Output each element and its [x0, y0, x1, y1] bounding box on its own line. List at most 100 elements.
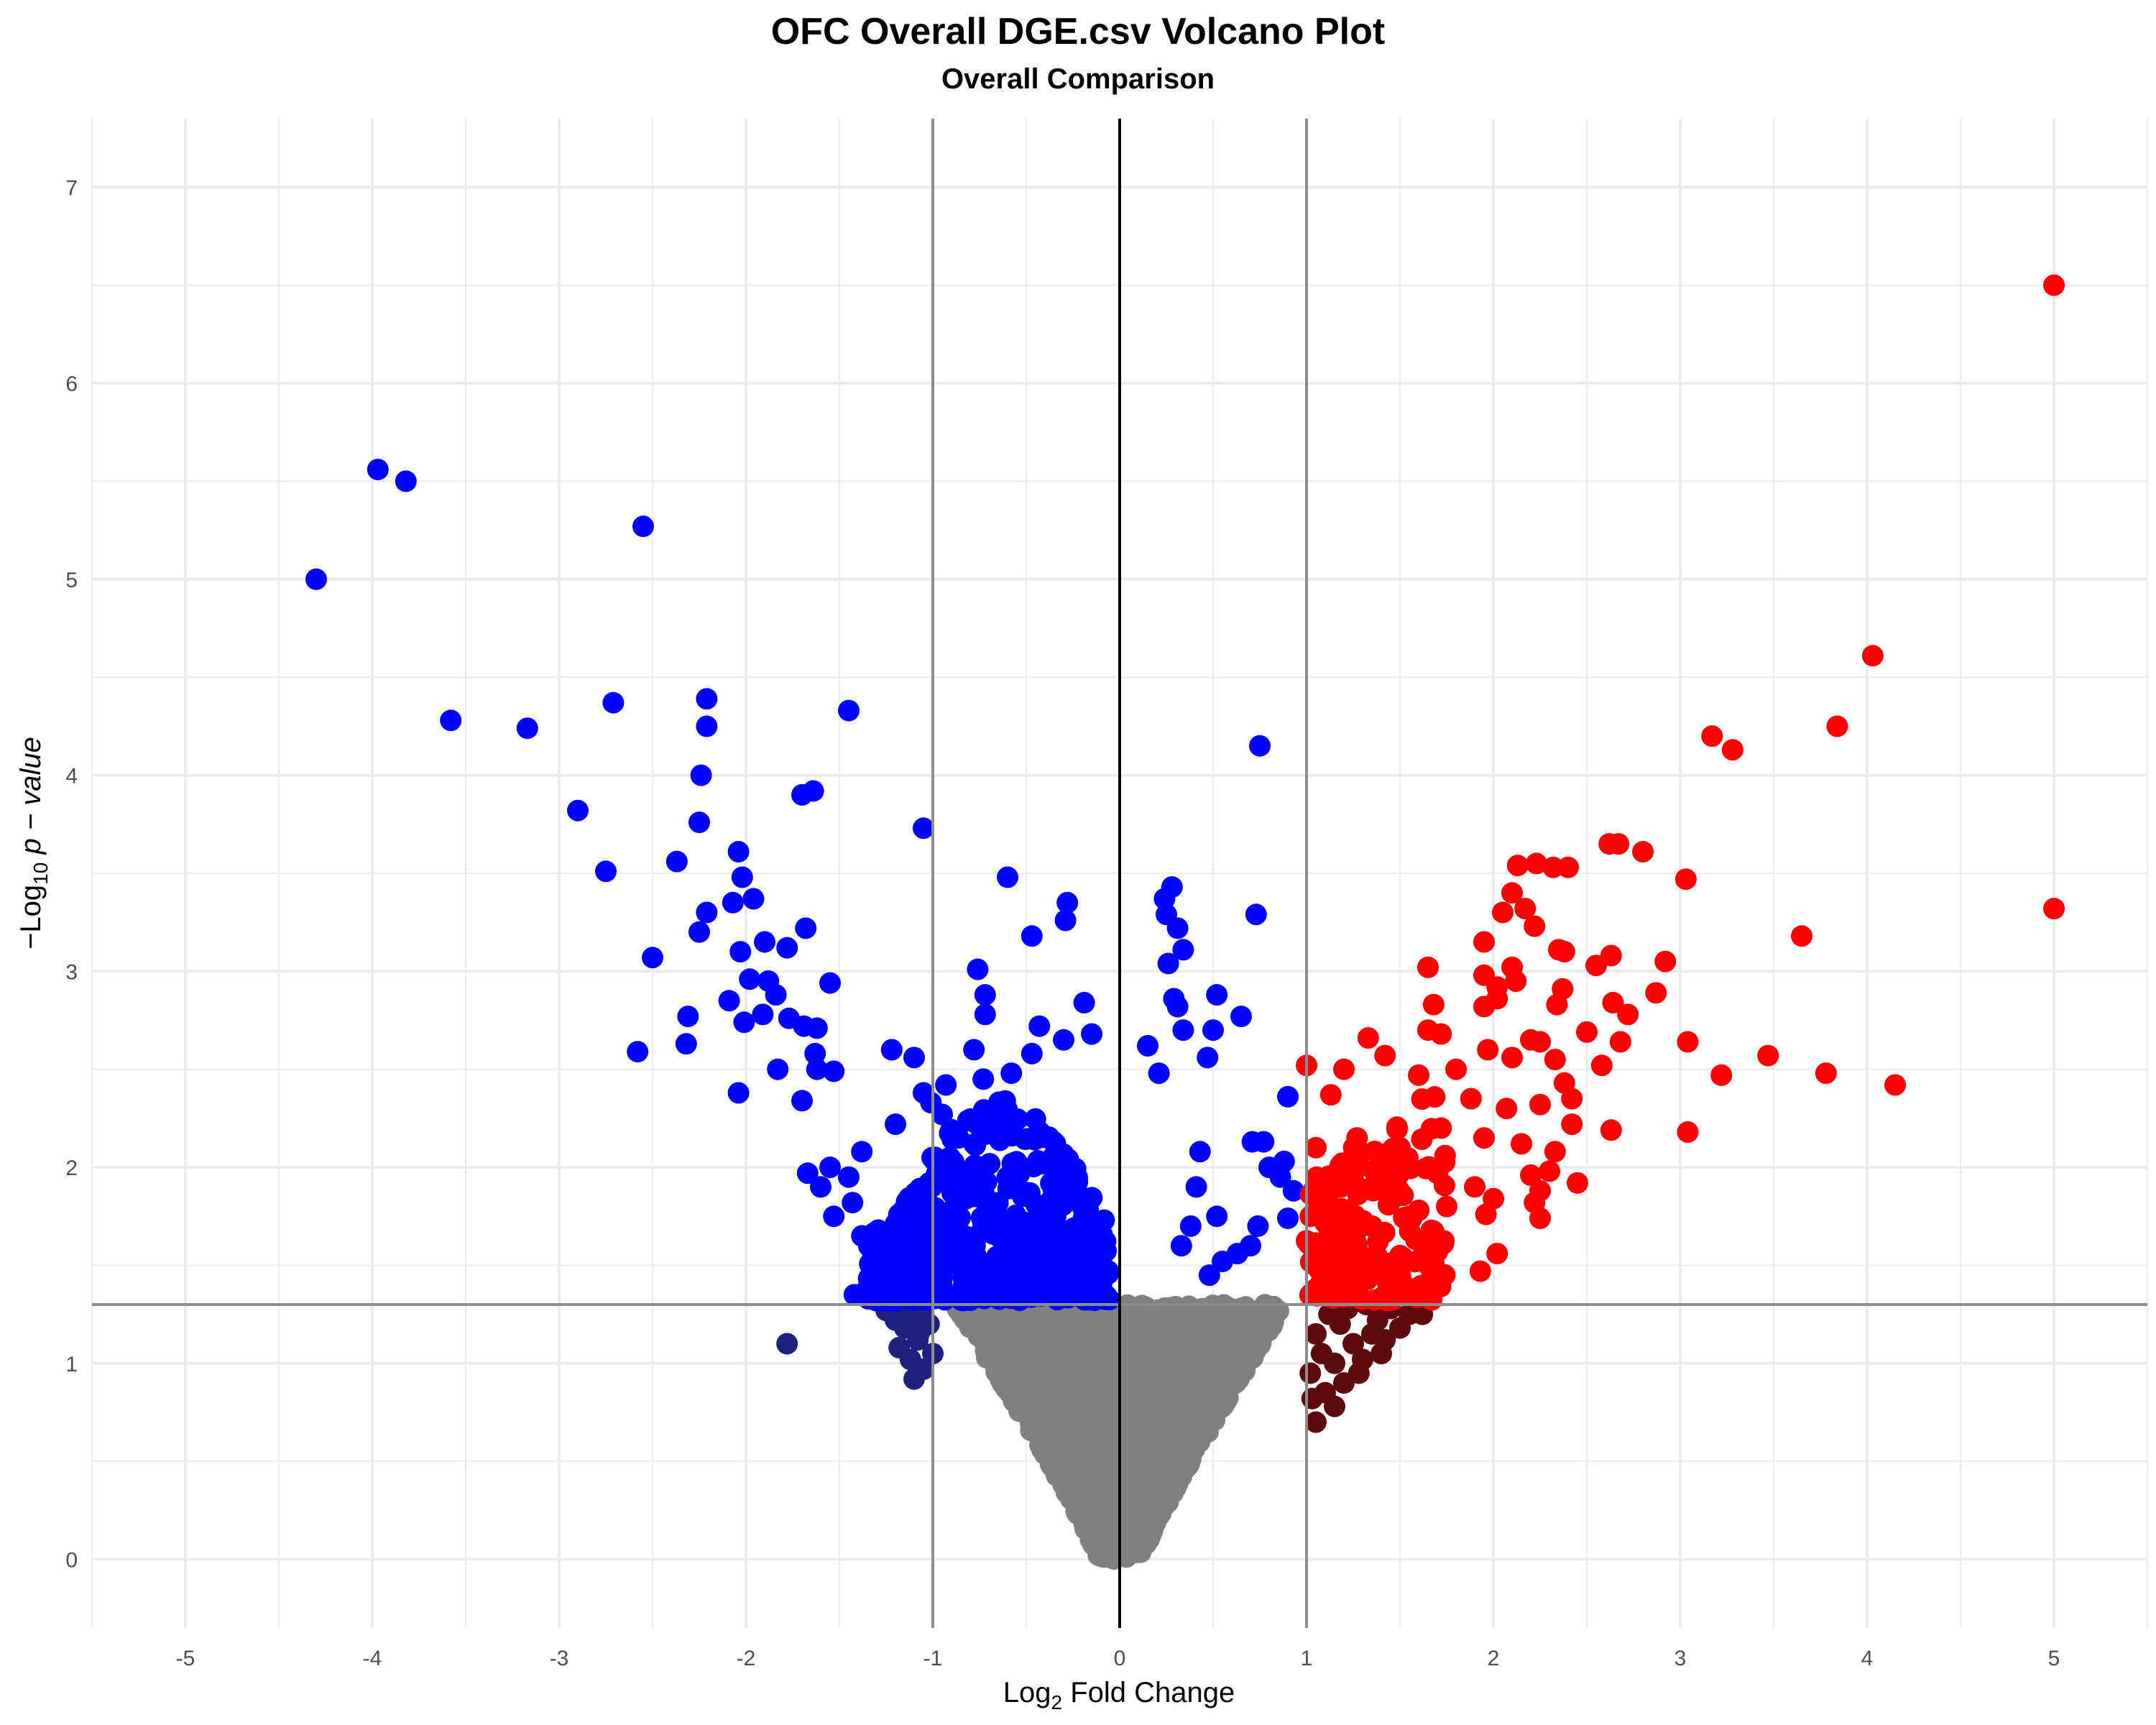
point-down [974, 1184, 996, 1207]
point-up [1424, 1266, 1447, 1289]
point-up [1492, 901, 1514, 924]
point-down [1078, 1289, 1100, 1311]
point-down [696, 901, 718, 924]
point-down [1000, 1227, 1022, 1249]
point-not-significant [1033, 1307, 1056, 1329]
point-down [933, 1211, 955, 1233]
point-down [1282, 1179, 1304, 1202]
point-not-significant [1092, 1372, 1114, 1394]
x-tick-label: -3 [550, 1647, 569, 1670]
point-up [1496, 1098, 1518, 1120]
point-up [1374, 1044, 1396, 1067]
point-up [1505, 970, 1527, 992]
point-down [1170, 1235, 1192, 1257]
point-not-significant [1041, 1455, 1063, 1477]
y-tick-labels: 0 1 2 3 4 5 6 7 [65, 176, 78, 1572]
y-tick-label: 1 [65, 1353, 78, 1376]
point-down [901, 1195, 923, 1218]
point-up [2043, 898, 2065, 920]
point-up [1557, 856, 1579, 878]
point-up [1501, 882, 1523, 904]
point-up [1400, 1282, 1422, 1305]
point-up [1324, 1238, 1346, 1260]
point-up [1710, 1064, 1733, 1086]
point-down [868, 1266, 890, 1288]
x-tick-labels: -5 -4 -3 -2 -1 0 1 2 3 4 5 [176, 1647, 2060, 1670]
point-up [1529, 1208, 1551, 1229]
point-up [1424, 1086, 1446, 1108]
x-tick-label: 0 [1114, 1647, 1126, 1670]
point-up [1305, 1278, 1327, 1300]
point-up [1333, 1058, 1355, 1080]
point-down [1077, 1246, 1100, 1267]
point-up [1590, 1054, 1613, 1077]
point-up [1585, 954, 1607, 977]
point-down [765, 984, 787, 1006]
point-not-significant [1090, 1341, 1112, 1363]
x-axis-label-suffix: Fold Change [1062, 1677, 1235, 1708]
point-not-significant [985, 1361, 1008, 1384]
point-down [806, 1017, 828, 1039]
point-down [722, 891, 744, 914]
point-down [1046, 1289, 1068, 1311]
point-down [1179, 1215, 1202, 1237]
point-up-not-significant [1318, 1303, 1340, 1325]
x-tick-label: 4 [1861, 1647, 1874, 1670]
point-up [1520, 1164, 1542, 1186]
point-up [1350, 1288, 1373, 1310]
point-up [1553, 941, 1575, 963]
point-down [974, 1123, 996, 1146]
point-down [791, 1090, 813, 1112]
point-not-significant [1040, 1330, 1062, 1352]
point-not-significant [1014, 1384, 1036, 1406]
point-not-significant [1174, 1313, 1196, 1335]
point-up [1430, 1117, 1452, 1139]
point-down [1156, 903, 1177, 926]
point-down [1081, 1023, 1102, 1045]
point-down [964, 1244, 987, 1266]
point-up [1529, 1093, 1551, 1116]
point-up [1654, 950, 1677, 972]
point-up [1486, 988, 1508, 1010]
point-not-significant [1076, 1307, 1098, 1329]
point-not-significant [1054, 1363, 1076, 1385]
point-not-significant [1132, 1456, 1154, 1478]
point-down [1137, 1035, 1158, 1057]
point-up [1399, 1205, 1420, 1228]
point-not-significant [1021, 1358, 1043, 1380]
point-down [950, 1225, 972, 1247]
point-not-significant [1152, 1345, 1174, 1367]
point-down [1172, 1019, 1194, 1041]
point-up [1561, 1113, 1583, 1136]
point-down [806, 1058, 828, 1080]
point-up [1544, 1049, 1566, 1071]
point-down [842, 1192, 864, 1214]
point-up [1608, 833, 1630, 855]
point-down [972, 1099, 995, 1121]
point-not-significant [1130, 1541, 1152, 1563]
point-down [1081, 1187, 1103, 1209]
point-down [1001, 1125, 1023, 1147]
point-down [964, 1154, 986, 1177]
point-not-significant [1060, 1327, 1082, 1349]
point-down [1202, 1019, 1224, 1041]
point-down [731, 866, 753, 888]
point-down [955, 1280, 977, 1302]
point-down [1031, 1216, 1053, 1238]
point-down-not-significant [913, 1358, 934, 1380]
point-down [957, 1172, 979, 1195]
point-up [1469, 1260, 1491, 1282]
point-not-significant [1141, 1317, 1163, 1340]
point-down [642, 947, 663, 969]
point-up [1299, 1205, 1322, 1228]
point-up [1342, 1164, 1364, 1186]
point-not-significant [1174, 1405, 1196, 1427]
point-down [1249, 735, 1271, 757]
point-up [1524, 915, 1546, 937]
point-down [997, 866, 1018, 888]
point-up [1701, 725, 1723, 748]
point-down [1033, 1126, 1056, 1149]
point-down [1031, 1153, 1053, 1175]
point-down [1273, 1150, 1295, 1172]
